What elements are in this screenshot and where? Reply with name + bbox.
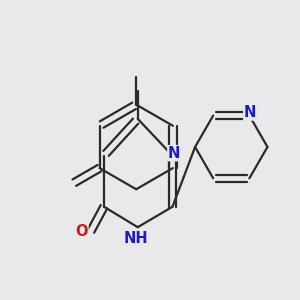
Text: O: O bbox=[76, 224, 88, 238]
Text: N: N bbox=[244, 105, 256, 120]
Text: NH: NH bbox=[124, 231, 148, 246]
Text: N: N bbox=[168, 146, 180, 161]
